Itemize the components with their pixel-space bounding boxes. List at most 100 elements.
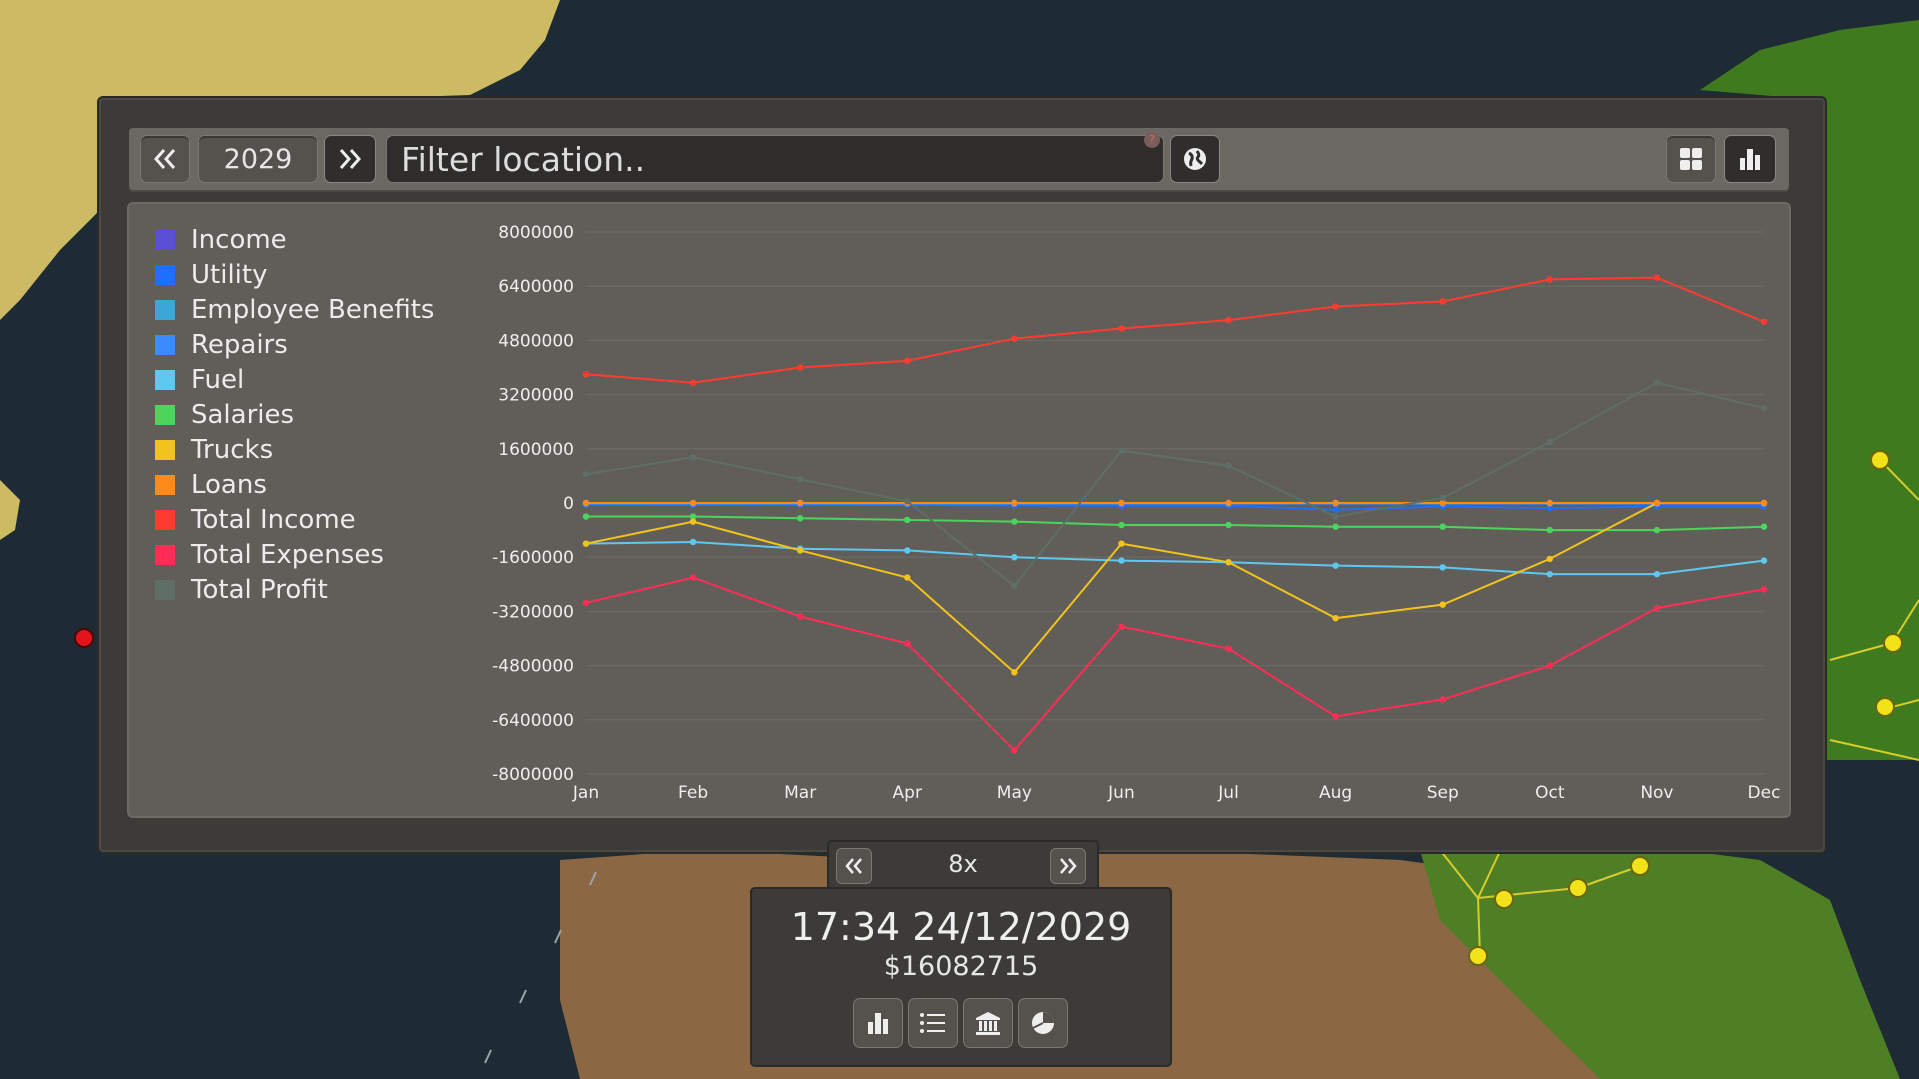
- legend-item[interactable]: Trucks: [155, 432, 434, 467]
- data-point: [1439, 494, 1446, 502]
- data-point: [1439, 298, 1446, 305]
- legend-item[interactable]: Repairs: [155, 327, 434, 362]
- data-point: [1439, 523, 1446, 530]
- data-point: [1011, 747, 1018, 754]
- x-tick-label: Sep: [1427, 783, 1459, 803]
- data-point: [904, 574, 911, 581]
- data-point: [1332, 614, 1339, 622]
- data-point: [689, 379, 697, 386]
- legend-item[interactable]: Total Income: [155, 502, 434, 537]
- legend-swatch: [155, 544, 175, 565]
- legend-swatch: [155, 579, 175, 600]
- series-line: [585, 503, 1764, 511]
- x-tick-label: Jul: [1217, 783, 1239, 803]
- data-point: [582, 540, 590, 547]
- status-panel: 17:34 24/12/2029 $16082715: [750, 887, 1172, 1067]
- chevrons-right-icon: [1060, 858, 1077, 874]
- toolbar: 2029 Filter location.. ?: [129, 128, 1789, 190]
- legend-item[interactable]: Employee Benefits: [155, 292, 434, 327]
- data-point: [1118, 557, 1125, 564]
- speed-up-button[interactable]: [1051, 849, 1085, 883]
- list-button[interactable]: [909, 999, 957, 1047]
- legend-item[interactable]: Fuel: [155, 362, 434, 397]
- legend-swatch: [155, 334, 175, 355]
- iceland-coast: [0, 480, 20, 540]
- data-point: [689, 518, 697, 525]
- legend-swatch: [155, 229, 175, 250]
- data-point: [796, 613, 804, 620]
- data-point: [1653, 570, 1661, 578]
- legend-label: Total Profit: [191, 574, 328, 605]
- pie-chart-button[interactable]: [1019, 999, 1067, 1047]
- data-point: [1225, 499, 1232, 507]
- grid-view-button[interactable]: [1667, 136, 1715, 182]
- bank-button[interactable]: [964, 999, 1012, 1047]
- series-line: [585, 540, 1765, 576]
- data-point: [1546, 276, 1554, 283]
- data-point: [1332, 303, 1339, 310]
- legend-label: Fuel: [191, 364, 245, 395]
- data-point: [796, 476, 804, 483]
- data-point: [1653, 526, 1661, 534]
- speed-down-button[interactable]: [837, 849, 871, 883]
- finance-chart-button[interactable]: [854, 999, 902, 1047]
- chart-legend: Income Utility Employee Benefits Repairs Fue…: [155, 222, 434, 607]
- data-point: [1653, 379, 1661, 386]
- filter-placeholder: Filter location..: [401, 139, 646, 179]
- data-point: [1332, 506, 1339, 513]
- legend-item[interactable]: Income: [155, 222, 434, 257]
- data-point: [689, 513, 697, 520]
- year-label: 2029: [223, 143, 293, 175]
- data-point: [689, 574, 697, 581]
- legend-item[interactable]: Total Expenses: [155, 537, 434, 572]
- chart-view-button[interactable]: [1725, 136, 1775, 182]
- x-tick-label: Nov: [1640, 783, 1673, 803]
- grid-icon: [1680, 148, 1702, 170]
- legend-item[interactable]: Loans: [155, 467, 434, 502]
- x-tick-label: May: [997, 783, 1032, 803]
- legend-item[interactable]: Total Profit: [155, 572, 434, 607]
- data-point: [1332, 513, 1339, 520]
- data-point: [1225, 521, 1232, 529]
- bar-chart-icon: [868, 1013, 888, 1034]
- legend-swatch: [155, 404, 175, 425]
- data-point: [1760, 586, 1768, 593]
- data-point: [904, 516, 911, 524]
- data-point: [1760, 404, 1768, 412]
- legend-label: Trucks: [191, 434, 274, 465]
- data-point: [796, 364, 804, 371]
- chevrons-right-icon: [339, 149, 362, 169]
- data-point: [1653, 274, 1661, 281]
- legend-item[interactable]: Salaries: [155, 397, 434, 432]
- filter-location-input[interactable]: Filter location..: [387, 136, 1163, 182]
- filter-help-badge[interactable]: ?: [1144, 132, 1160, 148]
- legend-item[interactable]: Utility: [155, 257, 434, 292]
- data-point: [1011, 518, 1018, 525]
- y-tick-label: -3200000: [492, 602, 574, 622]
- globe-button[interactable]: [1171, 136, 1219, 182]
- next-year-button[interactable]: [325, 136, 375, 182]
- legend-label: Salaries: [191, 399, 295, 430]
- legend-label: Total Expenses: [191, 539, 384, 570]
- route-network: [1439, 459, 1919, 956]
- previous-year-button[interactable]: [141, 136, 189, 182]
- sea-route-dashes: [484, 871, 597, 1064]
- finance-window: 2029 Filter location.. ? Income Utility Em…: [97, 96, 1827, 854]
- y-tick-label: 0: [563, 494, 574, 514]
- data-point: [796, 499, 804, 507]
- x-tick-label: Apr: [893, 783, 922, 803]
- game-clock: 17:34 24/12/2029: [790, 905, 1132, 949]
- data-point: [904, 498, 911, 505]
- y-tick-label: -4800000: [492, 657, 574, 677]
- data-point: [1546, 504, 1554, 512]
- legend-swatch: [155, 509, 175, 530]
- data-point: [1546, 662, 1554, 669]
- chevrons-left-icon: [845, 858, 862, 874]
- pie-chart-icon: [1032, 1012, 1054, 1034]
- series-line: [585, 502, 1764, 674]
- eastern-landmass: [1700, 20, 1919, 760]
- data-point: [1439, 696, 1446, 703]
- data-point: [796, 547, 804, 554]
- x-tick-label: Dec: [1748, 783, 1781, 803]
- data-point: [1011, 669, 1018, 676]
